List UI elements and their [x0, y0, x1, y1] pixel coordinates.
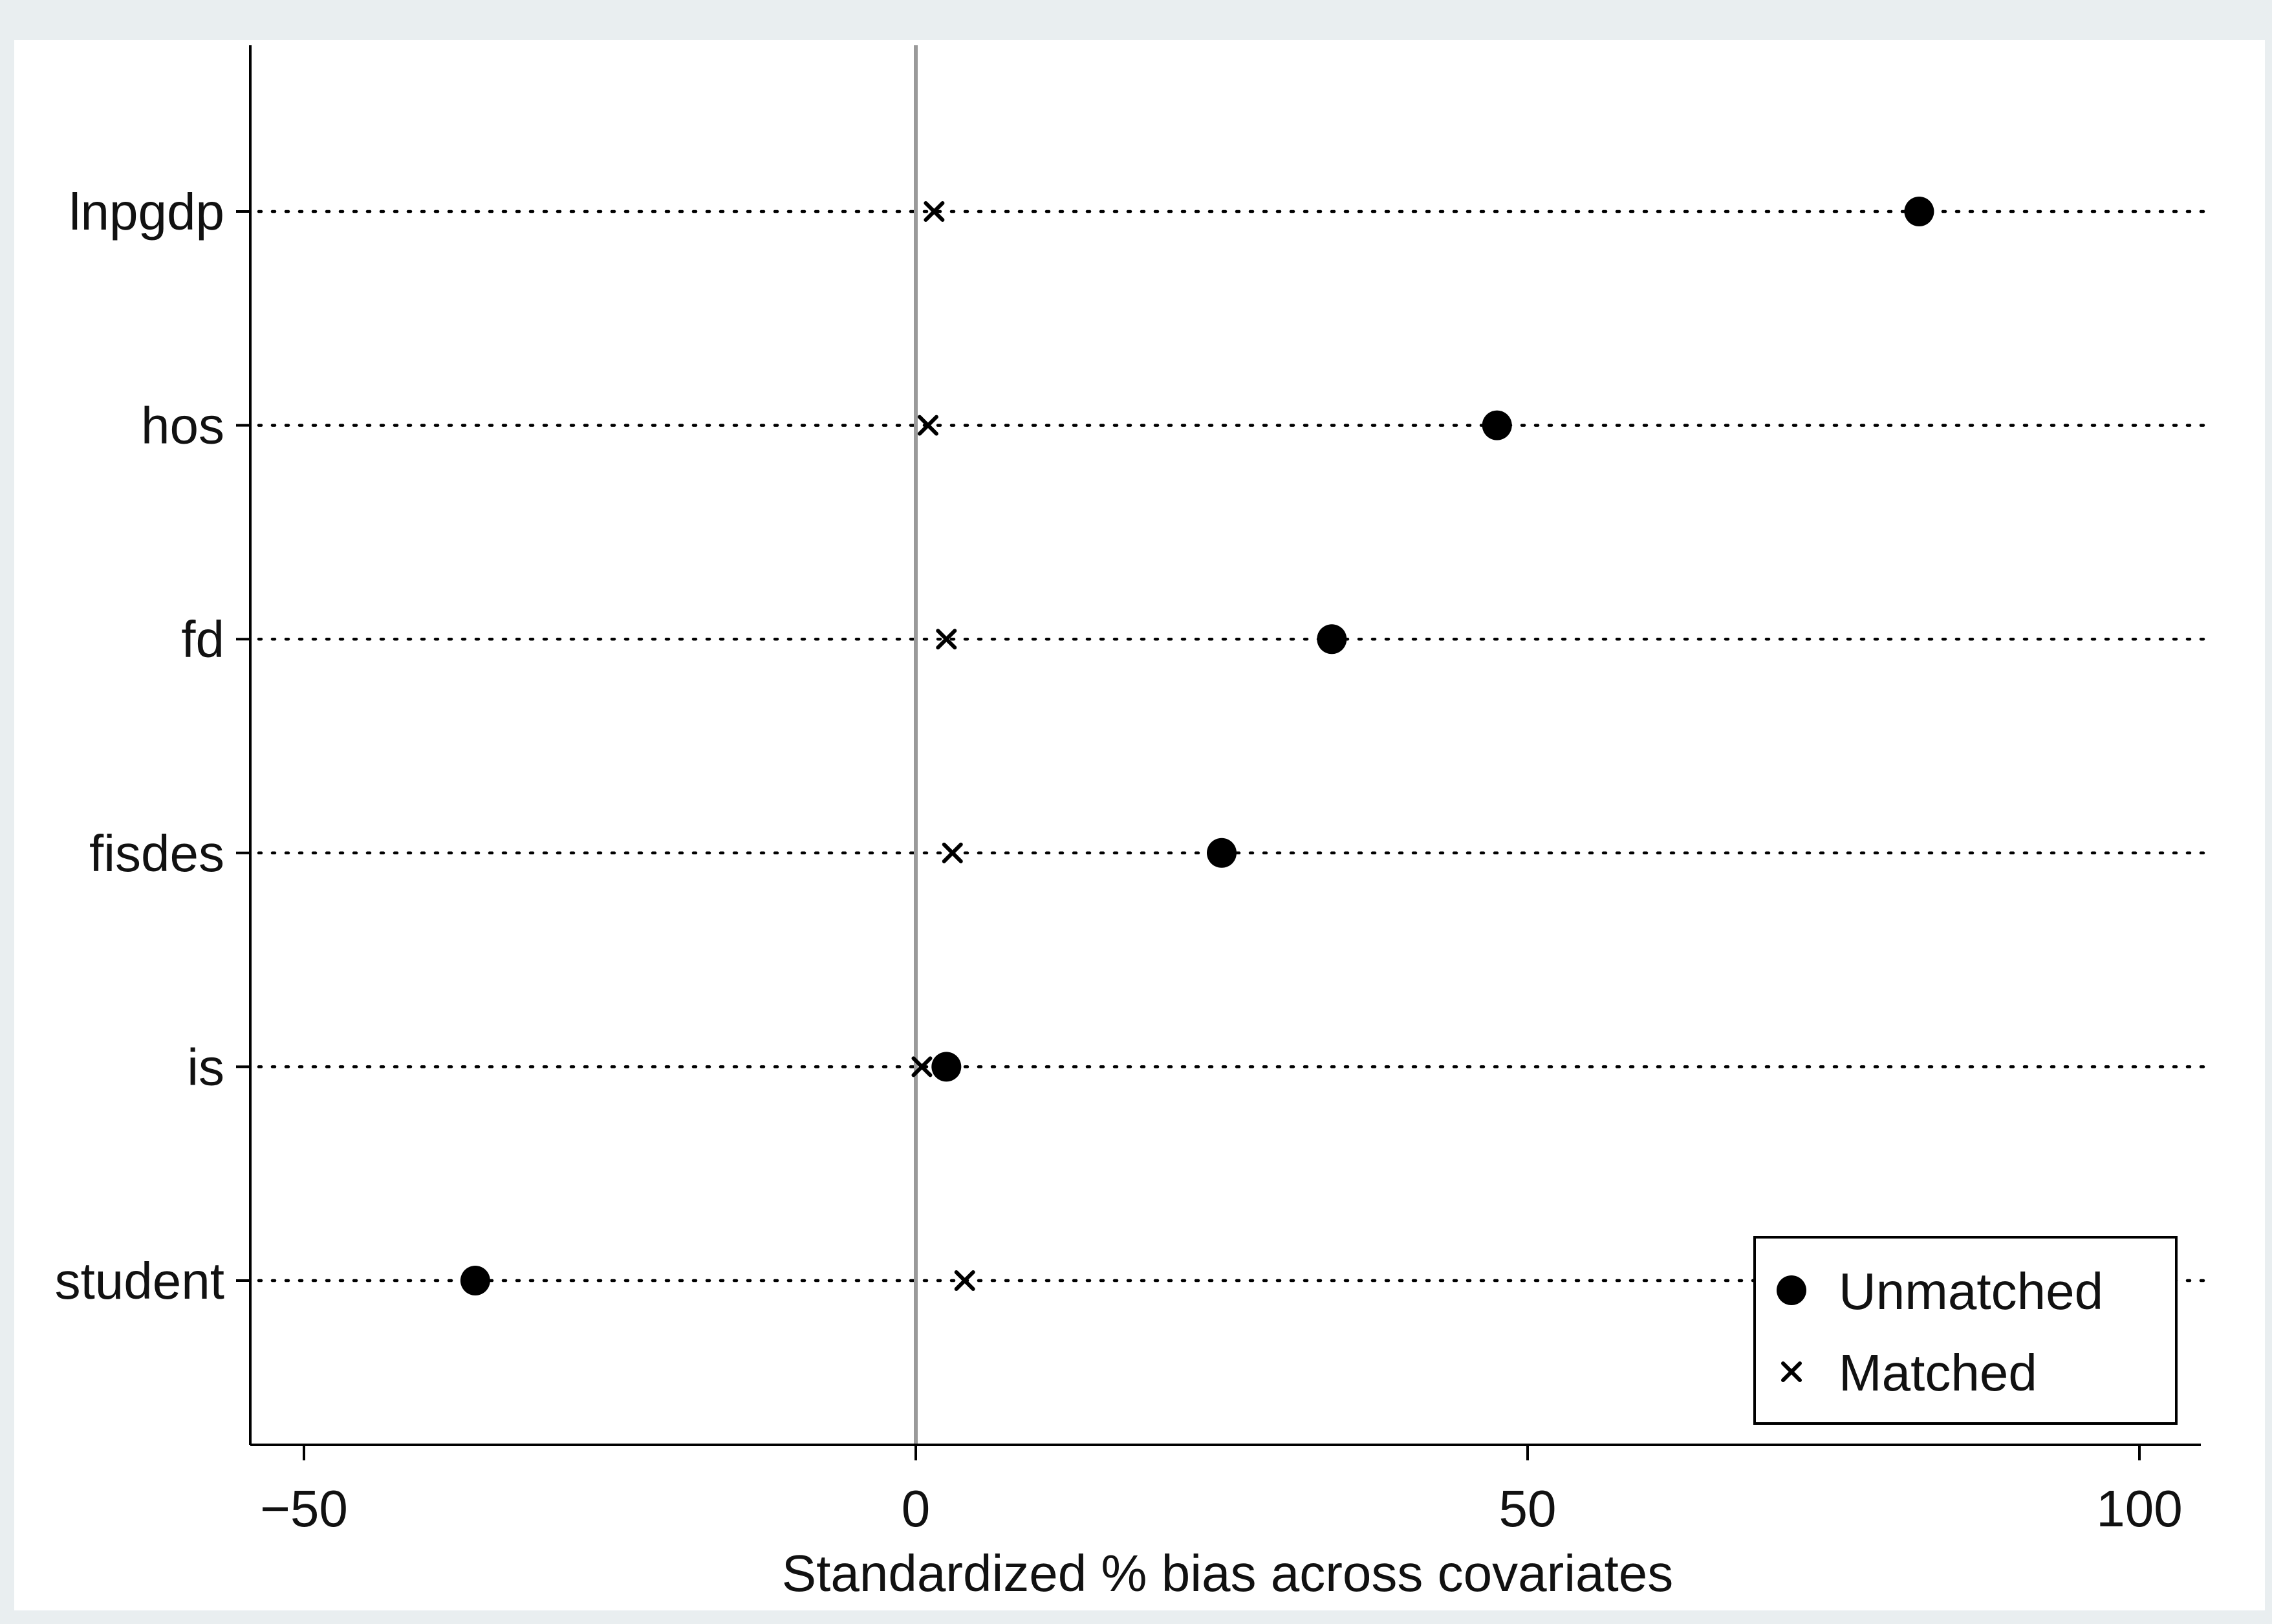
- x-axis-title: Standardized % bias across covariates: [782, 1544, 1673, 1602]
- matched-point-is: [911, 1056, 933, 1077]
- x-tick-label-0: 0: [902, 1480, 931, 1537]
- matched-point-fd: [936, 629, 957, 650]
- unmatched-point-fisdes: [1207, 838, 1237, 868]
- category-label-fd: fd: [181, 611, 224, 668]
- category-label-hos: hos: [141, 397, 224, 455]
- x-tick-label-100: 100: [2096, 1480, 2182, 1537]
- legend-matched-label: Matched: [1839, 1344, 2037, 1402]
- matched-point-student: [954, 1270, 975, 1291]
- legend-box: [1753, 1236, 2178, 1425]
- matched-point-lnpgdp: [924, 201, 945, 222]
- category-label-student: student: [55, 1252, 224, 1310]
- unmatched-point-hos: [1482, 410, 1512, 440]
- category-label-fisdes: fisdes: [89, 825, 224, 882]
- legend-unmatched-marker: [1777, 1275, 1806, 1305]
- matched-point-hos: [917, 415, 938, 436]
- category-label-lnpgdp: lnpgdp: [69, 183, 224, 241]
- x-tick-label--50: −50: [260, 1480, 348, 1537]
- legend: Unmatched Matched: [1753, 1236, 2178, 1425]
- legend-matched-marker: [1781, 1361, 1802, 1382]
- x-tick-label-50: 50: [1499, 1480, 1557, 1537]
- unmatched-point-is: [931, 1052, 962, 1082]
- matched-point-fisdes: [942, 842, 963, 863]
- legend-unmatched-label: Unmatched: [1839, 1262, 2103, 1320]
- category-label-is: is: [187, 1038, 224, 1096]
- unmatched-point-student: [460, 1266, 490, 1295]
- unmatched-point-lnpgdp: [1904, 197, 1934, 226]
- unmatched-point-fd: [1317, 624, 1347, 655]
